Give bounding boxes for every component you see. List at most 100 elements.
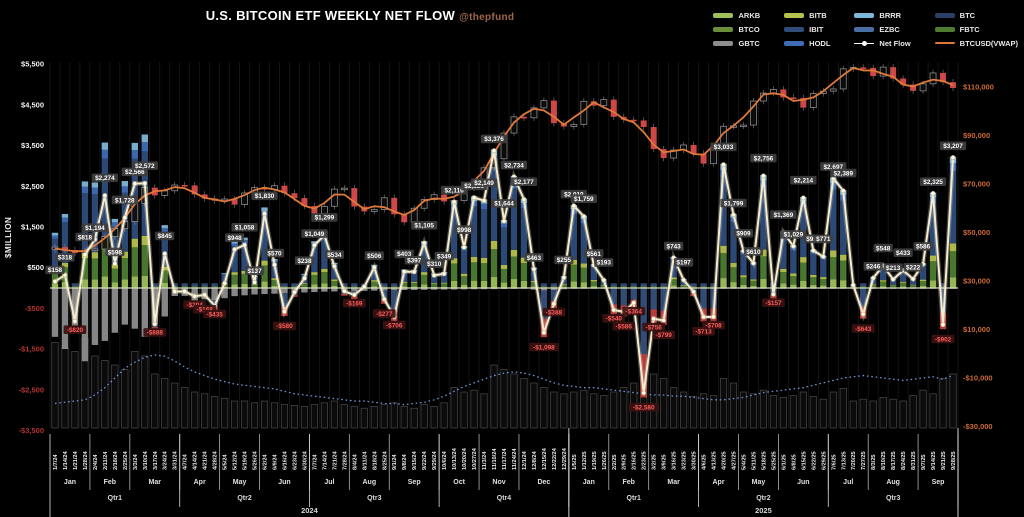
svg-text:7/20/25: 7/20/25: [851, 451, 857, 470]
svg-text:$548: $548: [876, 245, 891, 252]
svg-text:$318: $318: [58, 255, 73, 262]
svg-text:$998: $998: [457, 227, 472, 234]
legend-item-brrr: BRRR: [854, 8, 910, 22]
svg-text:-$1,098: -$1,098: [533, 344, 555, 351]
svg-text:7/27/25: 7/27/25: [861, 451, 867, 470]
svg-text:8/25/24: 8/25/24: [382, 450, 388, 470]
svg-text:3/2/25: 3/2/25: [652, 454, 658, 470]
svg-text:$2,697: $2,697: [824, 164, 844, 171]
svg-text:8/10/25: 8/10/25: [881, 451, 887, 470]
svg-text:$3,376: $3,376: [484, 136, 504, 143]
svg-text:-$2,500: -$2,500: [19, 385, 44, 394]
svg-text:11/3/24: 11/3/24: [482, 451, 488, 470]
svg-text:Mar: Mar: [149, 479, 162, 486]
svg-text:9/22/24: 9/22/24: [422, 450, 428, 470]
svg-text:9/15/24: 9/15/24: [412, 450, 418, 470]
svg-text:3/31/24: 3/31/24: [173, 450, 179, 470]
legend-item-btc: BTC: [934, 8, 1018, 22]
svg-text:6/1/25: 6/1/25: [781, 454, 787, 470]
svg-text:Aug: Aug: [886, 479, 900, 486]
svg-text:$310: $310: [427, 261, 442, 268]
svg-text:9/14/25: 9/14/25: [931, 451, 937, 470]
svg-text:Apr: Apr: [712, 479, 724, 486]
svg-text:Sep: Sep: [408, 479, 421, 486]
svg-text:May: May: [752, 479, 766, 486]
svg-text:10/20/24: 10/20/24: [462, 447, 468, 470]
legend-swatch-ibit: [784, 26, 805, 32]
svg-text:$2,756: $2,756: [754, 155, 774, 162]
legend-swatch-hodl: [784, 40, 805, 46]
svg-text:7/7/24: 7/7/24: [312, 454, 318, 470]
legend-label-brrr: BRRR: [879, 10, 902, 20]
svg-text:3/3/24: 3/3/24: [133, 454, 139, 470]
svg-text:4/14/24: 4/14/24: [193, 450, 199, 470]
svg-text:8/11/24: 8/11/24: [362, 451, 368, 470]
svg-text:9/28/25: 9/28/25: [951, 451, 957, 470]
svg-text:$1,105: $1,105: [414, 223, 434, 230]
svg-text:6/29/25: 6/29/25: [821, 451, 827, 470]
svg-text:Qtr4: Qtr4: [497, 495, 512, 502]
svg-text:-$2,580: -$2,580: [633, 405, 655, 412]
svg-text:2/11/24: 2/11/24: [103, 451, 109, 470]
svg-text:$4,500: $4,500: [21, 100, 44, 109]
chart-title: U.S. BITCOIN ETF WEEKLY NET FLOW: [205, 8, 456, 23]
svg-text:Jun: Jun: [797, 479, 809, 486]
svg-text:2/18/24: 2/18/24: [113, 450, 119, 470]
svg-text:1/7/24: 1/7/24: [53, 454, 59, 470]
svg-text:$743: $743: [667, 243, 682, 250]
svg-text:$2,734: $2,734: [504, 162, 524, 169]
legend-swatch-btco: [713, 26, 734, 32]
svg-text:Aug: Aug: [362, 479, 376, 486]
svg-text:-$10,000: -$10,000: [963, 374, 993, 383]
svg-text:8/31/25: 8/31/25: [911, 451, 917, 470]
svg-text:6/16/24: 6/16/24: [282, 450, 288, 470]
svg-text:-$500: -$500: [25, 304, 44, 313]
svg-text:7/14/24: 7/14/24: [322, 450, 328, 470]
svg-text:$1,830: $1,830: [255, 193, 275, 200]
svg-text:12/29/24: 12/29/24: [562, 447, 568, 470]
svg-text:-$756: -$756: [645, 324, 662, 331]
svg-text:-$902: -$902: [935, 336, 952, 343]
svg-text:Mar: Mar: [667, 479, 680, 486]
svg-text:2025: 2025: [755, 506, 772, 515]
svg-text:5/12/24: 5/12/24: [233, 450, 239, 470]
svg-text:$909: $909: [736, 231, 751, 238]
legend-label-fbtc: FBTC: [959, 24, 980, 34]
legend-swatch-btc: [934, 12, 955, 18]
svg-text:Jun: Jun: [278, 479, 290, 486]
svg-text:$1,049: $1,049: [305, 231, 325, 238]
svg-text:$2,566: $2,566: [125, 169, 145, 176]
svg-text:2/25/24: 2/25/24: [123, 450, 129, 470]
svg-text:$1,500: $1,500: [21, 222, 44, 231]
svg-text:Qtr3: Qtr3: [367, 495, 382, 502]
svg-text:$50,000: $50,000: [963, 228, 990, 237]
svg-text:12/15/24: 12/15/24: [542, 447, 548, 470]
svg-text:-$706: -$706: [386, 322, 403, 329]
legend-label-btc: BTC: [959, 10, 976, 20]
svg-text:12/22/24: 12/22/24: [552, 447, 558, 470]
svg-text:4/21/24: 4/21/24: [203, 450, 209, 470]
svg-text:-$799: -$799: [655, 332, 672, 339]
svg-text:7/21/24: 7/21/24: [332, 450, 338, 470]
svg-text:3/16/25: 3/16/25: [672, 451, 678, 470]
legend-item-btco: BTCO: [713, 22, 760, 36]
legend: ARKB BTCO GBTC BITB IBIT HODL BRRR EZBC Net Flow…: [713, 8, 1018, 50]
svg-text:$2,325: $2,325: [923, 179, 943, 186]
svg-text:Qtr1: Qtr1: [627, 495, 642, 502]
svg-text:4/7/24: 4/7/24: [183, 454, 189, 470]
svg-text:1/28/24: 1/28/24: [83, 450, 89, 470]
svg-text:$1,299: $1,299: [315, 215, 335, 222]
svg-text:Qtr3: Qtr3: [886, 495, 901, 502]
svg-text:2/2/25: 2/2/25: [612, 454, 618, 470]
svg-text:$610: $610: [746, 249, 761, 256]
svg-text:$1,644: $1,644: [494, 201, 514, 208]
svg-text:-$643: -$643: [855, 326, 872, 333]
svg-text:4/13/25: 4/13/25: [712, 451, 718, 470]
svg-text:1/5/25: 1/5/25: [572, 454, 578, 470]
svg-text:-$435: -$435: [206, 311, 223, 318]
svg-text:1/14/24: 1/14/24: [63, 450, 69, 470]
legend-item-net-flow: Net Flow: [854, 36, 911, 50]
svg-text:$193: $193: [597, 260, 612, 267]
svg-text:8/24/25: 8/24/25: [901, 451, 907, 470]
svg-text:10/27/24: 10/27/24: [472, 447, 478, 470]
